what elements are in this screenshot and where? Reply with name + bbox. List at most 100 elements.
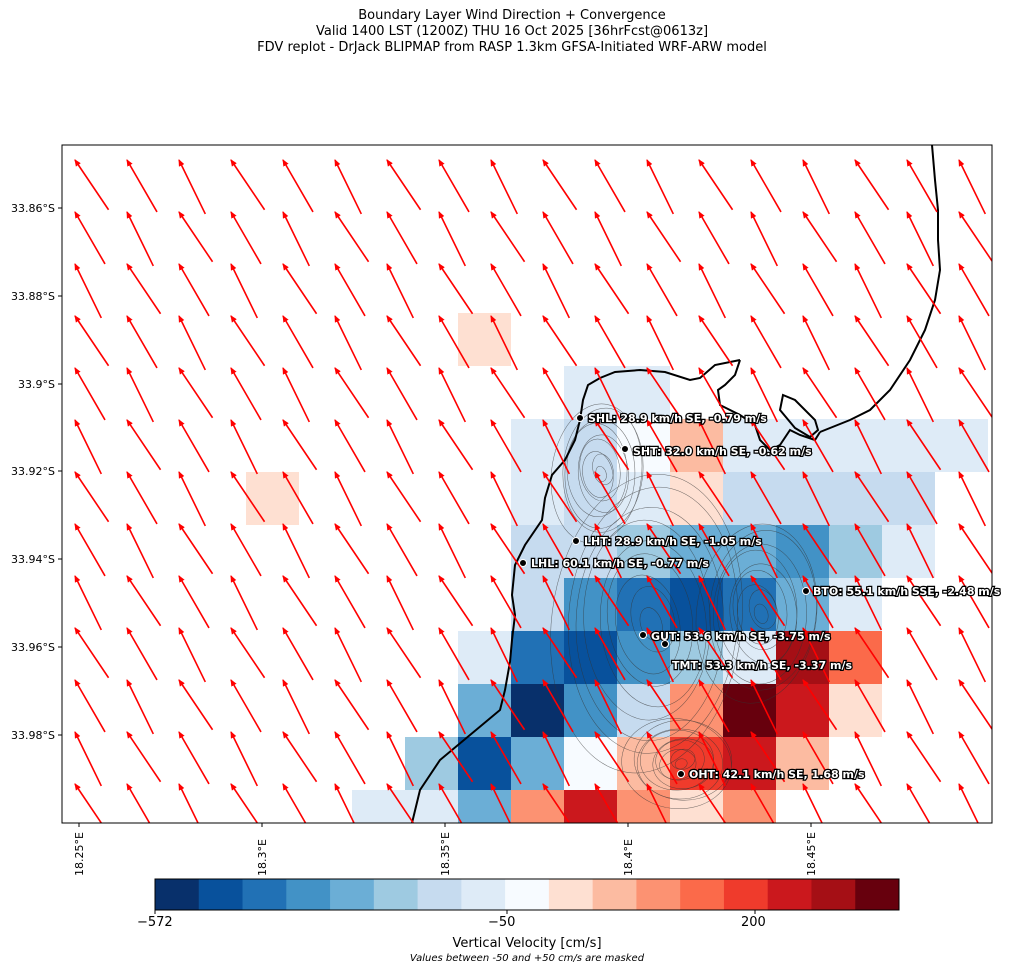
title-line-3: FDV replot - DrJack BLIPMAP from RASP 1.… <box>257 40 767 55</box>
wind-arrow <box>959 836 993 886</box>
wind-arrow <box>698 211 730 265</box>
wind-arrow <box>386 783 415 823</box>
velocity-cell <box>723 578 776 631</box>
wind-arrow <box>438 367 467 423</box>
wind-arrow <box>594 367 623 423</box>
wind-arrow <box>542 627 578 679</box>
velocity-cell <box>829 578 882 631</box>
colorbar-segment <box>242 879 287 910</box>
wind-arrow <box>698 471 734 523</box>
terrain-contour <box>737 584 779 645</box>
velocity-cell <box>405 737 458 790</box>
wind-arrow <box>698 679 730 733</box>
wind-arrow <box>438 783 463 823</box>
wind-arrow <box>74 367 106 421</box>
wind-arrow <box>542 523 574 577</box>
wind-arrow <box>542 575 571 631</box>
velocity-cell <box>670 790 723 823</box>
velocity-cell <box>617 737 670 790</box>
wind-arrow <box>542 471 578 523</box>
wind-arrow <box>802 627 831 683</box>
title-line-2: Valid 1400 LST (1200Z) THU 16 Oct 2025 [… <box>315 24 709 39</box>
colorbar-title: Vertical Velocity [cm/s] <box>452 936 602 951</box>
wind-arrow <box>74 159 110 211</box>
wind-arrow <box>542 159 578 211</box>
wind-arrow <box>126 627 158 681</box>
velocity-cell <box>564 472 617 525</box>
wind-arrow <box>334 315 363 371</box>
velocity-cell <box>511 737 564 790</box>
wind-arrow <box>698 523 730 577</box>
wind-arrow <box>490 575 522 629</box>
wind-arrow <box>126 263 162 315</box>
terrain-contour <box>577 434 629 513</box>
wind-arrow <box>958 263 990 317</box>
wind-arrow <box>230 783 259 823</box>
velocity-cell <box>829 472 882 525</box>
wind-arrow <box>334 367 370 419</box>
colorbar-segment <box>723 879 769 910</box>
wind-arrow <box>282 627 314 681</box>
wind-arrow <box>698 627 734 679</box>
wind-arrow <box>178 211 214 263</box>
colorbar-note: Values between -50 and +50 cm/s are mask… <box>409 953 645 964</box>
wind-arrow <box>646 263 678 317</box>
wind-arrow <box>906 471 938 525</box>
wind-arrow <box>438 523 467 579</box>
wind-arrow <box>750 315 782 369</box>
terrain-contour <box>729 563 798 664</box>
wind-arrow <box>958 419 990 473</box>
wind-arrow <box>178 679 214 731</box>
terrain-contour <box>655 739 705 781</box>
wind-arrow <box>594 159 626 213</box>
station-marker-oht <box>677 770 685 778</box>
wind-arrow <box>386 575 415 631</box>
terrain-contour <box>709 530 817 691</box>
velocity-cell <box>829 525 882 578</box>
wind-arrow <box>282 523 311 579</box>
wind-arrow <box>282 679 311 735</box>
wind-arrow <box>802 783 823 823</box>
wind-arrow <box>282 263 318 315</box>
wind-arrow <box>594 419 630 471</box>
station-label-lhl: LHL: 60.1 km/h SE, -0.77 m/s <box>531 557 709 570</box>
wind-arrow <box>698 783 727 823</box>
velocity-cell <box>511 525 564 578</box>
wind-arrow <box>802 523 838 575</box>
wind-arrow <box>802 419 834 473</box>
velocity-cell <box>617 366 670 419</box>
colorbar-tick-max: 200 <box>741 915 766 930</box>
wind-arrow <box>386 523 418 577</box>
wind-arrow <box>542 783 571 823</box>
wind-arrow <box>958 367 992 419</box>
velocity-cell <box>776 472 829 525</box>
station-label-tmt: TMT: 53.3 km/h SE, -3.37 m/s <box>672 659 852 672</box>
wind-arrow <box>646 419 678 473</box>
wind-arrow <box>646 627 675 683</box>
terrain-contour <box>753 603 769 624</box>
wind-arrow <box>594 783 619 823</box>
wind-arrow <box>854 575 883 631</box>
wind-arrow <box>854 211 886 265</box>
wind-arrow <box>802 679 838 731</box>
wind-arrow <box>230 315 266 367</box>
wind-arrow <box>230 627 266 679</box>
wind-arrow <box>750 419 786 471</box>
wind-arrow <box>74 419 103 475</box>
wind-arrow <box>646 367 682 419</box>
velocity-cell <box>723 525 776 578</box>
wind-arrow <box>490 627 519 683</box>
colorbar-segment <box>811 879 856 910</box>
colorbar-segment <box>155 879 200 910</box>
wind-arrow <box>126 367 155 423</box>
wind-arrow <box>74 523 106 577</box>
wind-arrow <box>646 159 675 215</box>
terrain-contour <box>732 569 788 651</box>
velocity-cell <box>670 472 723 525</box>
terrain-contour <box>674 758 688 770</box>
wind-arrow <box>282 159 314 213</box>
wind-arrow <box>282 575 318 627</box>
wind-arrow <box>750 679 779 735</box>
velocity-cell <box>617 472 670 525</box>
velocity-cell <box>829 631 882 684</box>
